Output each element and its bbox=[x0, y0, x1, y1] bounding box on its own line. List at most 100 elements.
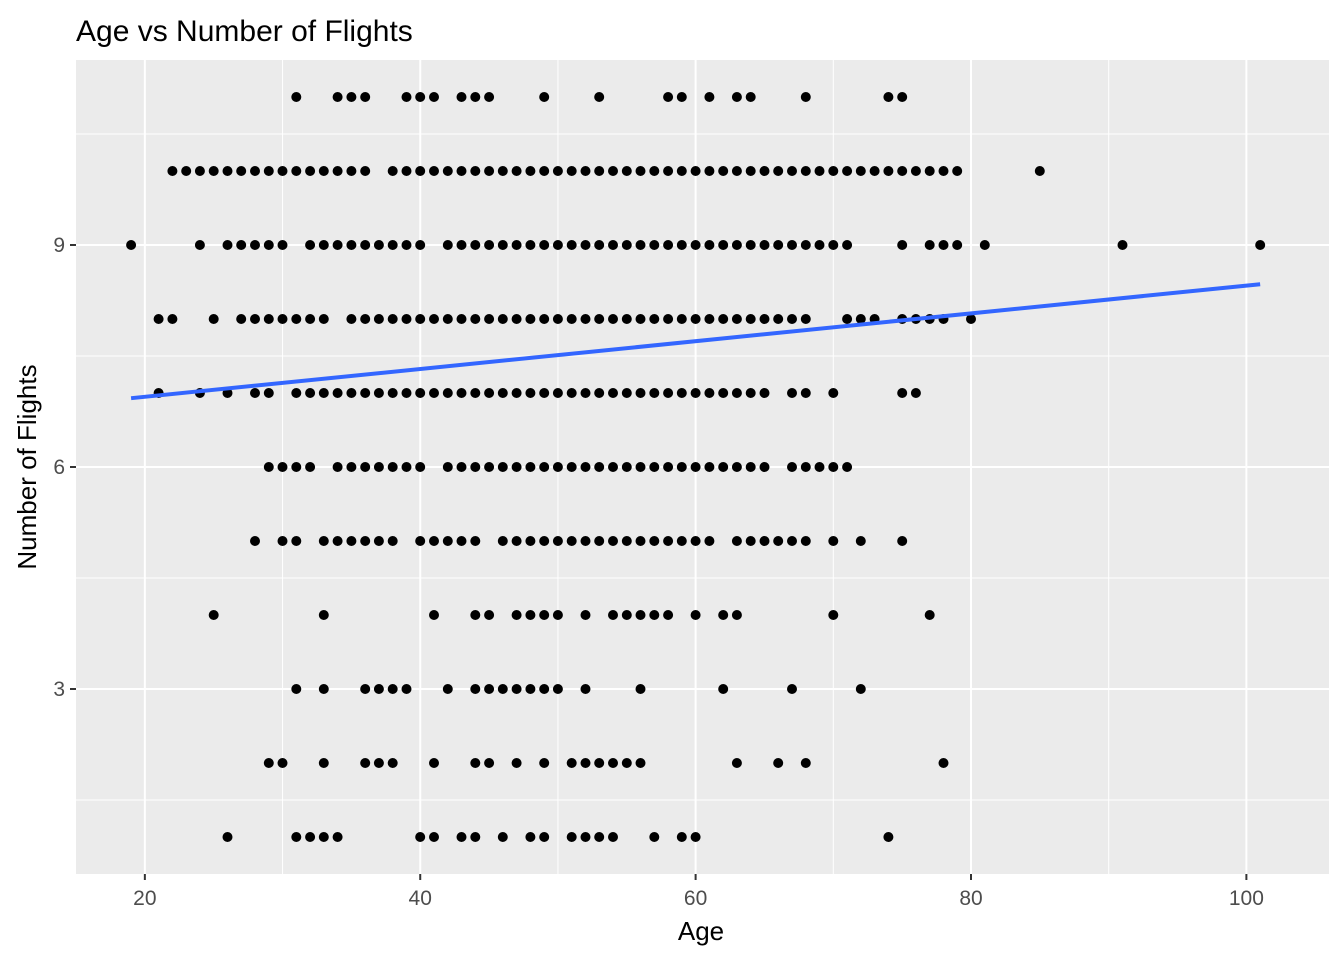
data-point bbox=[690, 536, 701, 546]
data-point bbox=[897, 536, 908, 546]
data-point bbox=[745, 388, 756, 398]
x-tick-label: 80 bbox=[959, 887, 982, 910]
data-point bbox=[883, 832, 894, 842]
data-point bbox=[1117, 240, 1128, 250]
data-point bbox=[429, 166, 439, 176]
data-point bbox=[318, 388, 329, 398]
data-point bbox=[525, 832, 536, 842]
data-point bbox=[332, 388, 343, 398]
data-point bbox=[525, 462, 536, 472]
data-point bbox=[332, 832, 343, 842]
data-point bbox=[484, 758, 495, 768]
data-point bbox=[250, 314, 260, 324]
data-point bbox=[442, 388, 453, 398]
data-point bbox=[442, 314, 453, 324]
data-point bbox=[966, 314, 976, 324]
data-point bbox=[731, 462, 742, 472]
data-point bbox=[291, 536, 302, 546]
data-point bbox=[800, 462, 811, 472]
data-point bbox=[731, 92, 742, 102]
data-point bbox=[649, 166, 660, 176]
data-point bbox=[690, 314, 701, 324]
data-point bbox=[401, 388, 412, 398]
data-point bbox=[373, 314, 384, 324]
data-point bbox=[676, 832, 687, 842]
data-point bbox=[208, 166, 219, 176]
x-axis: 20 40 60 80 100 bbox=[133, 874, 1264, 910]
data-point bbox=[539, 388, 550, 398]
data-point bbox=[429, 314, 439, 324]
data-point bbox=[511, 684, 522, 694]
data-point bbox=[676, 388, 687, 398]
data-point bbox=[539, 462, 550, 472]
data-point bbox=[635, 388, 646, 398]
data-point bbox=[346, 462, 357, 472]
data-point bbox=[552, 314, 563, 324]
data-point bbox=[787, 388, 797, 398]
data-point bbox=[704, 462, 715, 472]
data-point bbox=[649, 536, 660, 546]
data-point bbox=[387, 166, 398, 176]
x-axis-label: Age bbox=[678, 916, 724, 946]
data-point bbox=[566, 758, 577, 768]
data-point bbox=[635, 536, 646, 546]
data-point bbox=[360, 240, 371, 250]
data-point bbox=[442, 166, 453, 176]
data-point bbox=[663, 166, 674, 176]
data-point bbox=[497, 832, 508, 842]
data-point bbox=[731, 314, 742, 324]
data-point bbox=[484, 462, 495, 472]
data-point bbox=[828, 166, 839, 176]
data-point bbox=[360, 684, 371, 694]
data-point bbox=[690, 166, 701, 176]
data-point bbox=[387, 684, 398, 694]
data-point bbox=[539, 610, 550, 620]
data-point bbox=[291, 832, 302, 842]
data-point bbox=[484, 92, 495, 102]
data-point bbox=[236, 166, 247, 176]
data-point bbox=[318, 684, 329, 694]
data-point bbox=[539, 536, 550, 546]
data-point bbox=[470, 314, 481, 324]
data-point bbox=[690, 610, 701, 620]
data-point bbox=[415, 166, 426, 176]
data-point bbox=[621, 610, 632, 620]
data-point bbox=[828, 610, 839, 620]
data-point bbox=[897, 92, 908, 102]
data-point bbox=[594, 240, 605, 250]
data-point bbox=[222, 832, 233, 842]
data-point bbox=[305, 166, 316, 176]
data-point bbox=[456, 462, 467, 472]
data-point bbox=[511, 388, 522, 398]
data-point bbox=[263, 462, 274, 472]
data-point bbox=[704, 240, 715, 250]
data-point bbox=[787, 684, 797, 694]
data-point bbox=[690, 832, 701, 842]
data-point bbox=[263, 758, 274, 768]
data-point bbox=[718, 314, 729, 324]
data-point bbox=[429, 536, 439, 546]
data-point bbox=[621, 758, 632, 768]
data-point bbox=[277, 462, 288, 472]
y-tick-label: 6 bbox=[53, 456, 65, 479]
data-point bbox=[373, 536, 384, 546]
data-point bbox=[676, 166, 687, 176]
data-point bbox=[484, 314, 495, 324]
data-point bbox=[387, 388, 398, 398]
data-point bbox=[594, 314, 605, 324]
data-point bbox=[250, 240, 260, 250]
data-point bbox=[608, 388, 618, 398]
data-point bbox=[690, 388, 701, 398]
data-point bbox=[401, 92, 412, 102]
data-point bbox=[718, 462, 729, 472]
data-point bbox=[759, 536, 770, 546]
data-point bbox=[552, 388, 563, 398]
data-point bbox=[332, 536, 343, 546]
data-point bbox=[621, 166, 632, 176]
data-point bbox=[608, 610, 618, 620]
data-point bbox=[470, 684, 481, 694]
data-point bbox=[373, 462, 384, 472]
data-point bbox=[566, 536, 577, 546]
data-point bbox=[525, 684, 536, 694]
data-point bbox=[635, 314, 646, 324]
